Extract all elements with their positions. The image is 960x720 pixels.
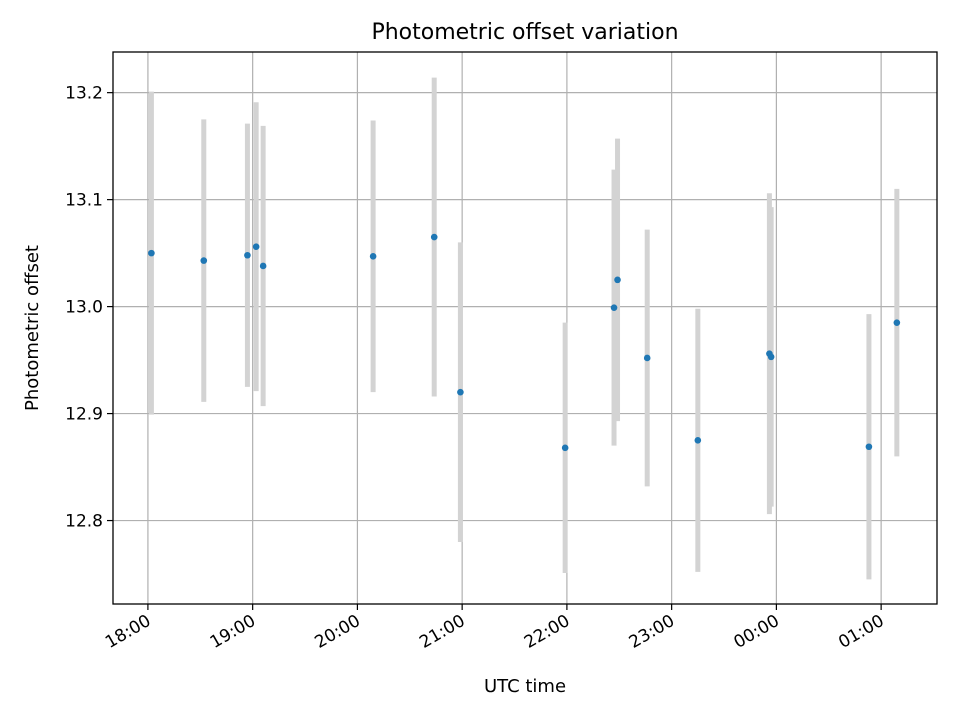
data-point [694,437,702,444]
y-tick-label: 12.9 [65,405,103,425]
x-tick-label: 21:00 [416,611,468,653]
error-bars [148,77,900,580]
data-point [430,233,438,241]
data-point [457,388,464,396]
data-point [259,262,267,270]
x-tick-label: 19:00 [207,611,259,653]
data-point [561,444,569,452]
plot-frame [112,51,938,605]
x-tick-label: 18:00 [102,611,154,653]
x-tick-label: 01:00 [835,611,887,653]
data-point [252,243,260,250]
data-point [200,257,208,264]
y-tick-label: 13.2 [65,84,103,104]
data-point [865,443,873,451]
data-points [148,233,901,452]
x-tick-label: 00:00 [730,611,782,653]
data-point [614,276,621,284]
y-tick-label: 13.1 [65,191,103,211]
y-axis-ticks: 12.8 12.9 13.0 13.1 13.2 [65,84,113,532]
y-axis-label: Photometric offset [22,245,43,411]
data-point [893,319,901,326]
x-tick-label: 23:00 [626,611,678,653]
x-tick-label: 20:00 [311,611,363,653]
data-point [244,251,251,259]
y-tick-label: 12.8 [65,512,103,532]
x-axis-label: UTC time [484,676,566,697]
data-point [767,353,775,361]
y-tick-label: 13.0 [65,298,103,318]
x-axis-ticks: 18:00 19:00 20:00 21:00 22:00 23:00 00:00 01:00 [102,604,888,653]
data-point [148,249,155,257]
chart-title: Photometric offset variation [371,20,678,45]
x-tick-label: 22:00 [521,611,573,653]
data-point [643,354,651,362]
grid-lines [113,52,937,604]
data-point [369,253,377,260]
data-point [610,304,618,311]
